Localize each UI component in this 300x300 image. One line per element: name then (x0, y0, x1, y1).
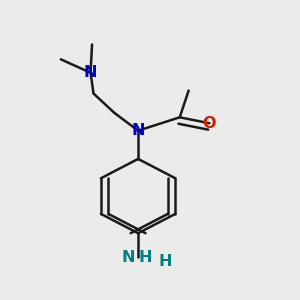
Text: H: H (159, 254, 172, 269)
Text: H: H (138, 250, 152, 265)
Text: O: O (203, 116, 216, 131)
Text: N: N (84, 65, 97, 80)
Text: N: N (131, 123, 145, 138)
Text: N: N (122, 250, 135, 265)
